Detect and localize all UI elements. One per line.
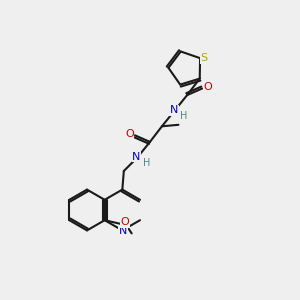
Text: N: N [132,152,141,162]
Text: O: O [203,82,212,92]
Text: H: H [143,158,151,168]
Text: S: S [200,53,207,63]
Text: O: O [120,217,129,227]
Text: N: N [119,226,127,236]
Text: H: H [180,111,187,121]
Text: N: N [170,105,178,115]
Text: O: O [125,129,134,139]
